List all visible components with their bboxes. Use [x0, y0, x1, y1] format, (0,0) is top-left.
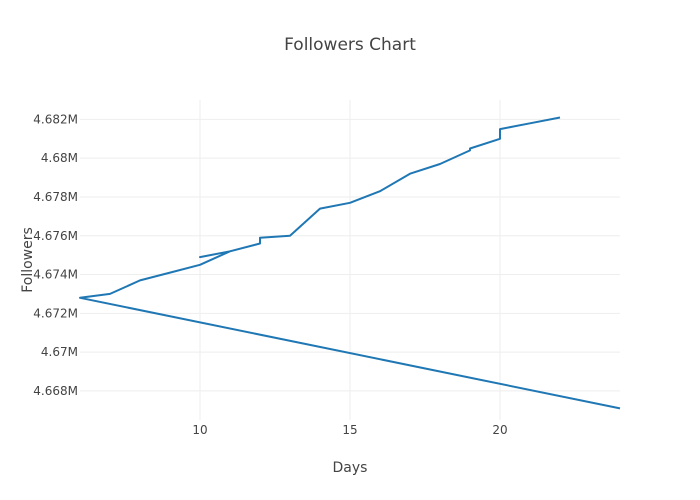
- grid-lines: [80, 100, 620, 420]
- x-axis-title: Days: [333, 460, 368, 476]
- x-tick-label: 15: [342, 423, 357, 437]
- y-tick-label: 4.68M: [41, 151, 78, 165]
- x-axis-ticks: 10 15 20: [192, 423, 507, 437]
- chart-title: Followers Chart: [284, 35, 416, 55]
- y-tick-label: 4.676M: [33, 229, 78, 243]
- y-tick-label: 4.682M: [33, 112, 78, 126]
- y-tick-label: 4.672M: [33, 306, 78, 320]
- y-axis-title: Followers: [20, 227, 36, 293]
- y-axis-ticks: 4.668M 4.67M 4.672M 4.674M 4.676M 4.678M 4.68M…: [33, 112, 78, 398]
- series-layer: [79, 116, 621, 410]
- y-tick-label: 4.67M: [41, 345, 78, 359]
- series-line: [79, 116, 621, 410]
- x-tick-label: 10: [192, 423, 207, 437]
- x-tick-label: 20: [492, 423, 507, 437]
- y-tick-label: 4.678M: [33, 190, 78, 204]
- y-tick-label: 4.668M: [33, 384, 78, 398]
- y-tick-label: 4.674M: [33, 268, 78, 282]
